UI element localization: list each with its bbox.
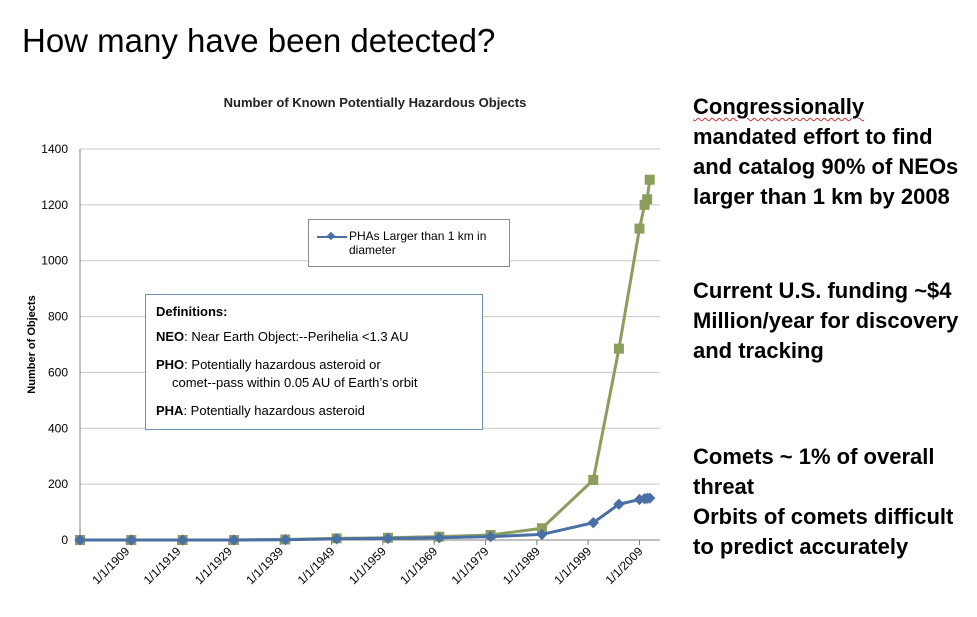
data-point-square [588, 474, 599, 485]
data-point-square [639, 199, 650, 210]
series-line [80, 496, 650, 542]
funding-paragraph: Current U.S. funding ~$4 Million/year fo… [693, 278, 959, 363]
x-tick-label: 1/1/1929 [192, 544, 235, 587]
mandate-text: mandated effort to find and catalog 90% … [693, 124, 959, 209]
y-axis-label: Number of Objects [26, 295, 38, 393]
x-tick-label: 1/1/1909 [89, 544, 132, 587]
data-point-square [642, 194, 653, 205]
data-point-square [536, 523, 547, 534]
x-tick-label: 1/1/1939 [243, 544, 286, 587]
x-tick-label: 1/1/1919 [141, 544, 184, 587]
definition-term: PHO [156, 357, 185, 372]
definition-pho-continued: comet--pass within 0.05 AU of Earth’s or… [172, 375, 418, 390]
data-point-diamond [433, 532, 445, 544]
definition-neo: NEO: Near Earth Object:--Perihelia <1.3 … [156, 328, 478, 346]
data-point-diamond [279, 534, 291, 546]
x-tick-label: 1/1/1979 [449, 544, 492, 587]
slide-title: How many have been detected? [22, 22, 496, 59]
data-point-diamond [125, 534, 137, 546]
data-point-diamond [536, 528, 548, 541]
x-tick-label: 1/1/2009 [603, 544, 646, 587]
comets-threat-paragraph: Comets ~ 1% of overall threat [693, 444, 935, 499]
data-point-square [613, 343, 624, 354]
definition-term: NEO [156, 329, 185, 344]
y-tick-label: 600 [48, 365, 68, 379]
comets-orbit-paragraph: Orbits of comets difficult to predict ac… [693, 504, 954, 559]
chart-legend: PHAs Larger than 1 km in diameter [308, 219, 510, 267]
definition-pho: PHO: Potentially hazardous asteroid or [156, 356, 478, 374]
definition-text: : Near Earth Object:--Perihelia <1.3 AU [184, 329, 409, 344]
chart-title: Number of Known Potentially Hazardous Ob… [223, 95, 527, 110]
y-tick-label: 200 [48, 477, 68, 491]
x-tick-label: 1/1/1949 [295, 544, 338, 587]
mandate-paragraph: Congressionally mandated effort to find … [693, 92, 963, 212]
x-tick-label: 1/1/1969 [397, 544, 440, 587]
data-point-diamond [613, 498, 625, 510]
y-tick-label: 400 [48, 421, 68, 435]
data-point-diamond [587, 517, 599, 529]
x-tick-label: 1/1/1959 [346, 544, 389, 587]
x-tick-label: 1/1/1999 [551, 544, 594, 587]
x-tick-label: 1/1/1989 [500, 544, 543, 587]
definition-term: PHA [156, 403, 184, 418]
y-tick-label: 0 [61, 533, 68, 547]
data-point-diamond [484, 530, 497, 543]
data-point-diamond [644, 492, 656, 504]
definition-text: : Potentially hazardous asteroid [183, 403, 365, 418]
data-point-diamond [382, 532, 394, 544]
definitions-title: Definitions: [156, 304, 228, 319]
legend-diamond-marker [326, 231, 336, 241]
spellcheck-word: Congressionally [693, 94, 865, 119]
y-tick-label: 800 [48, 310, 68, 324]
data-point-diamond [228, 534, 240, 546]
data-point-square [644, 174, 655, 185]
data-point-square [634, 223, 645, 234]
data-point-diamond [330, 533, 343, 545]
legend-label: PHAs Larger than 1 km in diameter [349, 229, 487, 257]
definitions-box: Definitions: NEO: Near Earth Object:--Pe… [145, 294, 483, 430]
y-tick-label: 1400 [41, 142, 68, 156]
y-tick-label: 1200 [41, 198, 68, 212]
data-point-diamond [176, 534, 189, 546]
definition-pha: PHA: Potentially hazardous asteroid [156, 402, 478, 420]
definition-text: : Potentially hazardous asteroid or [184, 357, 381, 372]
y-tick-label: 1000 [41, 254, 68, 268]
